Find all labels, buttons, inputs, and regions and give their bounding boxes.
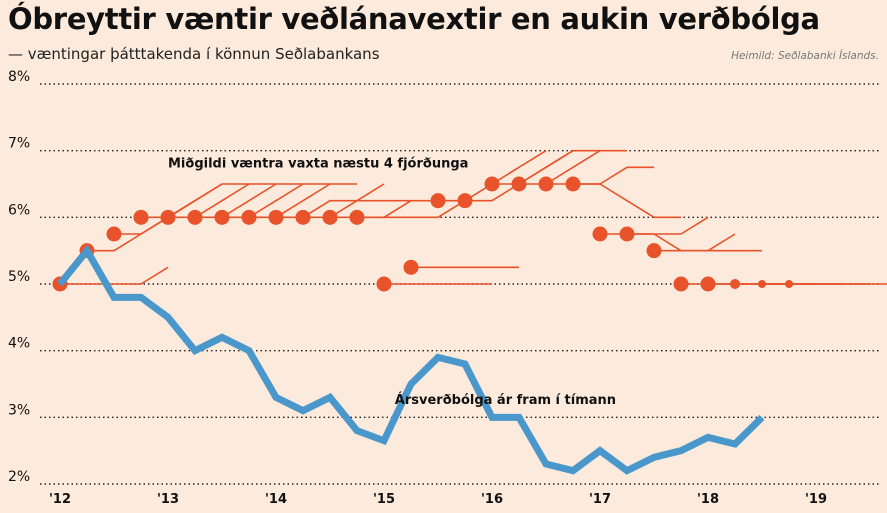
rate-path-0 [60, 266, 169, 285]
y-tick-label: 4% [8, 336, 30, 352]
rate-path-16 [492, 149, 600, 185]
rate-point-19 [565, 176, 581, 192]
rate-point-27 [785, 280, 793, 288]
x-tick-label: '12 [49, 492, 71, 507]
y-tick-label: 7% [8, 136, 30, 152]
rate-path-4 [168, 183, 276, 219]
rate-path-18 [546, 166, 654, 185]
rate-path-11 [357, 199, 466, 219]
rate-point-3 [133, 209, 149, 225]
inflation-series [57, 244, 765, 475]
rate-point-20 [592, 226, 608, 242]
rate-point-22 [646, 243, 662, 259]
x-tick-label: '13 [157, 492, 179, 507]
annotation-1: Ársverðbólga ár fram í tímann [395, 392, 616, 408]
rate-path-8 [276, 183, 385, 219]
y-tick-label: 2% [8, 469, 30, 485]
rate-point-5 [187, 209, 203, 225]
rate-point-24 [700, 276, 716, 292]
rate-point-14 [430, 193, 446, 209]
rate-point-13 [403, 259, 419, 275]
x-axis-ticks: '12 '13 '14 '15 '16 '17 '18 '19 [49, 492, 827, 507]
chart-title: Óbreyttir væntir veðlánavextir en aukin … [8, 2, 820, 36]
rate-point-23 [673, 276, 689, 292]
rate-path-7 [249, 183, 357, 219]
rate-point-7 [241, 209, 257, 225]
x-tick-label: '17 [589, 492, 611, 507]
x-tick-label: '16 [481, 492, 503, 507]
rate-path-15 [465, 149, 574, 202]
rate-point-8 [268, 209, 284, 225]
rate-point-12 [376, 276, 392, 292]
rate-path-3 [141, 183, 249, 219]
rate-path-9 [303, 199, 411, 219]
chart-subtitle: — væntingar þátttakenda í könnun Seðlaba… [8, 45, 380, 63]
rate-point-4 [160, 209, 176, 225]
y-tick-label: 5% [8, 269, 30, 285]
y-tick-label: 3% [8, 402, 30, 418]
x-tick-label: '15 [373, 492, 395, 507]
rate-point-9 [295, 209, 311, 225]
y-axis-ticks: 2% 3% 4% 5% 6% 7% 8% [8, 69, 30, 485]
rate-path-5 [195, 183, 303, 219]
rate-point-6 [214, 209, 230, 225]
rate-point-18 [538, 176, 554, 192]
rate-point-15 [457, 193, 473, 209]
inflation-line [57, 244, 765, 475]
rate-path-10 [330, 199, 438, 219]
rate-expectation-series [52, 149, 887, 292]
rate-point-17 [511, 176, 527, 192]
rate-point-26 [758, 280, 766, 288]
x-tick-label: '18 [697, 492, 719, 507]
rate-point-21 [619, 226, 635, 242]
annotation-0: Miðgildi væntra vaxta næstu 4 fjórðunga [168, 156, 468, 171]
y-tick-label: 6% [8, 202, 30, 218]
rate-point-16 [484, 176, 500, 192]
rate-point-11 [349, 209, 365, 225]
rate-path-2 [114, 183, 223, 235]
x-tick-label: '14 [265, 492, 287, 507]
rate-point-2 [106, 226, 122, 242]
rate-path-1 [87, 199, 196, 252]
rate-point-25 [730, 279, 740, 289]
x-tick-label: '19 [805, 492, 827, 507]
rate-path-21 [627, 233, 736, 252]
rate-path-6 [222, 183, 330, 219]
rate-path-19 [573, 183, 681, 219]
annotations: Miðgildi væntra vaxta næstu 4 fjórðunga Á… [168, 156, 616, 408]
rate-point-10 [322, 209, 338, 225]
y-tick-label: 8% [8, 69, 30, 85]
rate-path-17 [519, 149, 627, 185]
rate-path-20 [600, 216, 709, 235]
chart-source: Heimild: Seðlabanki Íslands. [731, 50, 879, 62]
